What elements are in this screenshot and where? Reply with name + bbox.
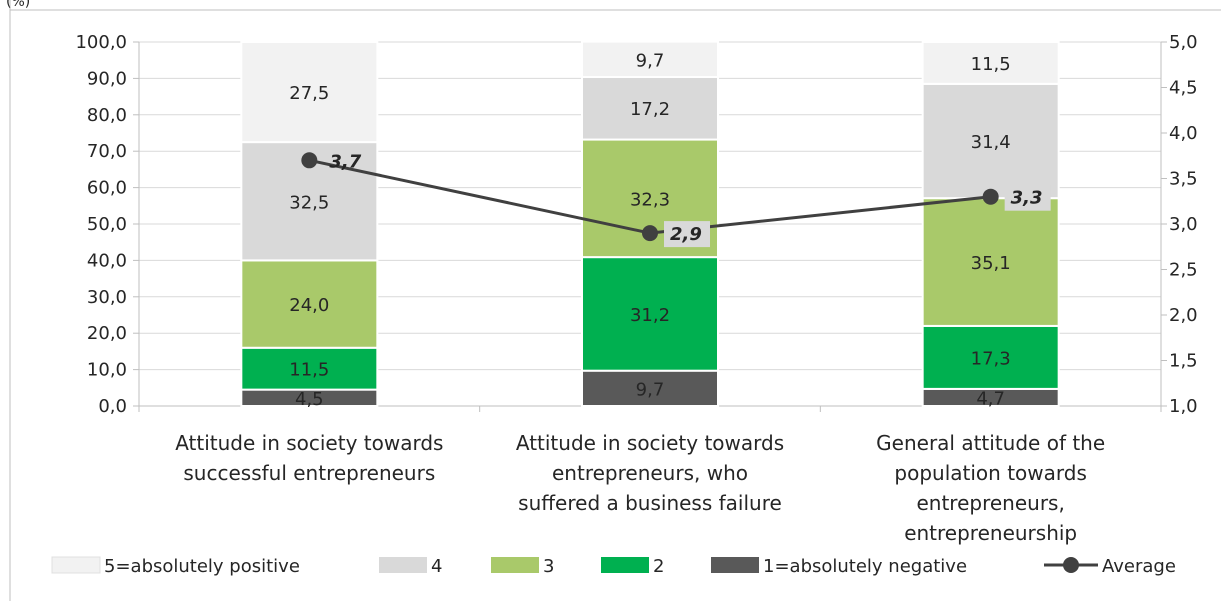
category-label-line: General attitude of the — [876, 431, 1105, 455]
category-label-line: entrepreneurs, — [916, 491, 1064, 515]
category-label-line: suffered a business failure — [518, 491, 782, 515]
average-marker — [301, 152, 318, 169]
average-data-label: 3,3 — [1011, 188, 1043, 209]
bar-data-label: 31,4 — [971, 132, 1011, 153]
y2-tick-label: 3,0 — [1169, 214, 1198, 235]
bar-data-label: 9,7 — [636, 379, 665, 400]
y2-tick-label: 4,0 — [1169, 123, 1198, 144]
category-label: Attitude in society towards entrepreneurs… — [516, 431, 784, 515]
bar-data-label: 17,2 — [630, 99, 670, 120]
average-marker — [982, 188, 999, 205]
legend-label: 3 — [543, 556, 554, 577]
y-tick-label: 60,0 — [87, 178, 127, 199]
bar-segment — [921, 41, 1060, 85]
bar-data-label: 9,7 — [636, 50, 665, 71]
legend-swatch — [711, 557, 759, 573]
legend-swatch — [491, 557, 539, 573]
category-label-line: successful entrepreneurs — [183, 461, 435, 485]
y-tick-label: 100,0 — [75, 32, 127, 53]
bar-segment — [240, 41, 379, 144]
legend-label: 4 — [431, 556, 442, 577]
average-line: 3,7 2,9 3,3 — [301, 151, 1051, 248]
legend-marker — [1063, 557, 1079, 573]
y2-tick-label: 3,5 — [1169, 169, 1198, 190]
legend-label: 1=absolutely negative — [763, 556, 967, 577]
bar-segment — [921, 197, 1060, 327]
category-label: Attitude in society towards successful en… — [175, 431, 443, 485]
legend-swatch — [51, 556, 101, 574]
y2-tick-label: 5,0 — [1169, 32, 1198, 53]
bar-data-label: 31,2 — [630, 305, 670, 326]
legend-label: 5=absolutely positive — [104, 556, 300, 577]
y-tick-label: 70,0 — [87, 141, 127, 162]
bar-data-label: 4,5 — [295, 389, 324, 410]
bar-data-label: 27,5 — [289, 83, 329, 104]
y-tick-label: 0,0 — [98, 396, 127, 417]
bar-data-label: 4,7 — [976, 388, 1005, 409]
bar-segment — [581, 256, 719, 372]
average-label-bg — [1004, 184, 1051, 211]
category-label-line: entrepreneurs, who — [552, 461, 748, 485]
y2-tick-label: 4,5 — [1169, 78, 1198, 99]
legend-swatch — [379, 557, 427, 573]
bar-data-labels: 4,5 11,5 24,0 32,5 27,5 9,7 31,2 32,3 17,2 9,7 4,7… — [289, 50, 1010, 410]
legend-swatch — [601, 557, 649, 573]
average-data-label: 2,9 — [670, 224, 702, 245]
bar-data-label: 11,5 — [289, 360, 329, 381]
bars — [240, 40, 1060, 407]
chart-frame — [9, 0, 1221, 601]
y-tick-label: 20,0 — [87, 323, 127, 344]
legend-label: Average — [1102, 556, 1176, 577]
y-tick-label: 40,0 — [87, 250, 127, 271]
category-label-line: Attitude in society towards — [175, 431, 443, 455]
unit-label: (%) — [6, 0, 30, 10]
category-label-line: population towards — [894, 461, 1086, 485]
y2-tick-label: 1,5 — [1169, 351, 1198, 372]
y2-tick-label: 1,0 — [1169, 396, 1198, 417]
bar-data-label: 35,1 — [971, 253, 1011, 274]
category-label: General attitude of the population toward… — [876, 431, 1105, 545]
bar-segment — [581, 40, 719, 78]
bar-segment — [581, 369, 719, 407]
legend: 5=absolutely positive 4 3 2 1=absolutely neg… — [51, 556, 1176, 577]
bar-data-label: 24,0 — [289, 295, 329, 316]
category-label-line: Attitude in society towards — [516, 431, 784, 455]
bar-data-label: 32,3 — [630, 189, 670, 210]
average-label-bg — [664, 221, 710, 248]
bar-data-label: 11,5 — [971, 54, 1011, 75]
bar-segment — [921, 324, 1060, 390]
average-data-label: 3,7 — [329, 151, 361, 172]
bar-data-label: 17,3 — [971, 348, 1011, 369]
y-tick-label: 90,0 — [87, 68, 127, 89]
category-label-line: entrepreneurship — [904, 521, 1077, 545]
category-labels: Attitude in society towards successful en… — [175, 431, 1105, 545]
y2-tick-label: 2,5 — [1169, 260, 1198, 281]
legend-label: 2 — [653, 556, 664, 577]
y-tick-label: 30,0 — [87, 287, 127, 308]
y2-tick-label: 2,0 — [1169, 305, 1198, 326]
y-tick-label: 80,0 — [87, 105, 127, 126]
y-tick-label: 50,0 — [87, 214, 127, 235]
average-marker — [642, 225, 658, 242]
bar-segment — [921, 82, 1060, 200]
bar-data-label: 32,5 — [289, 192, 329, 213]
y-tick-label: 10,0 — [87, 360, 127, 381]
